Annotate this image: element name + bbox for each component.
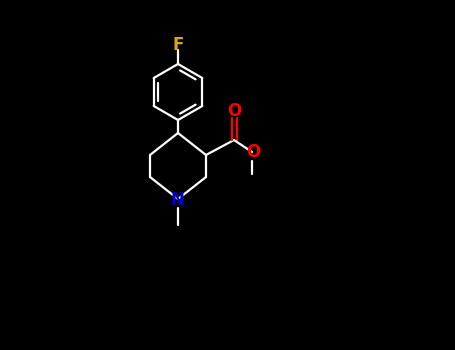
- Text: F: F: [172, 36, 184, 54]
- Text: N: N: [170, 191, 184, 209]
- Text: O: O: [246, 143, 260, 161]
- Text: O: O: [227, 102, 241, 120]
